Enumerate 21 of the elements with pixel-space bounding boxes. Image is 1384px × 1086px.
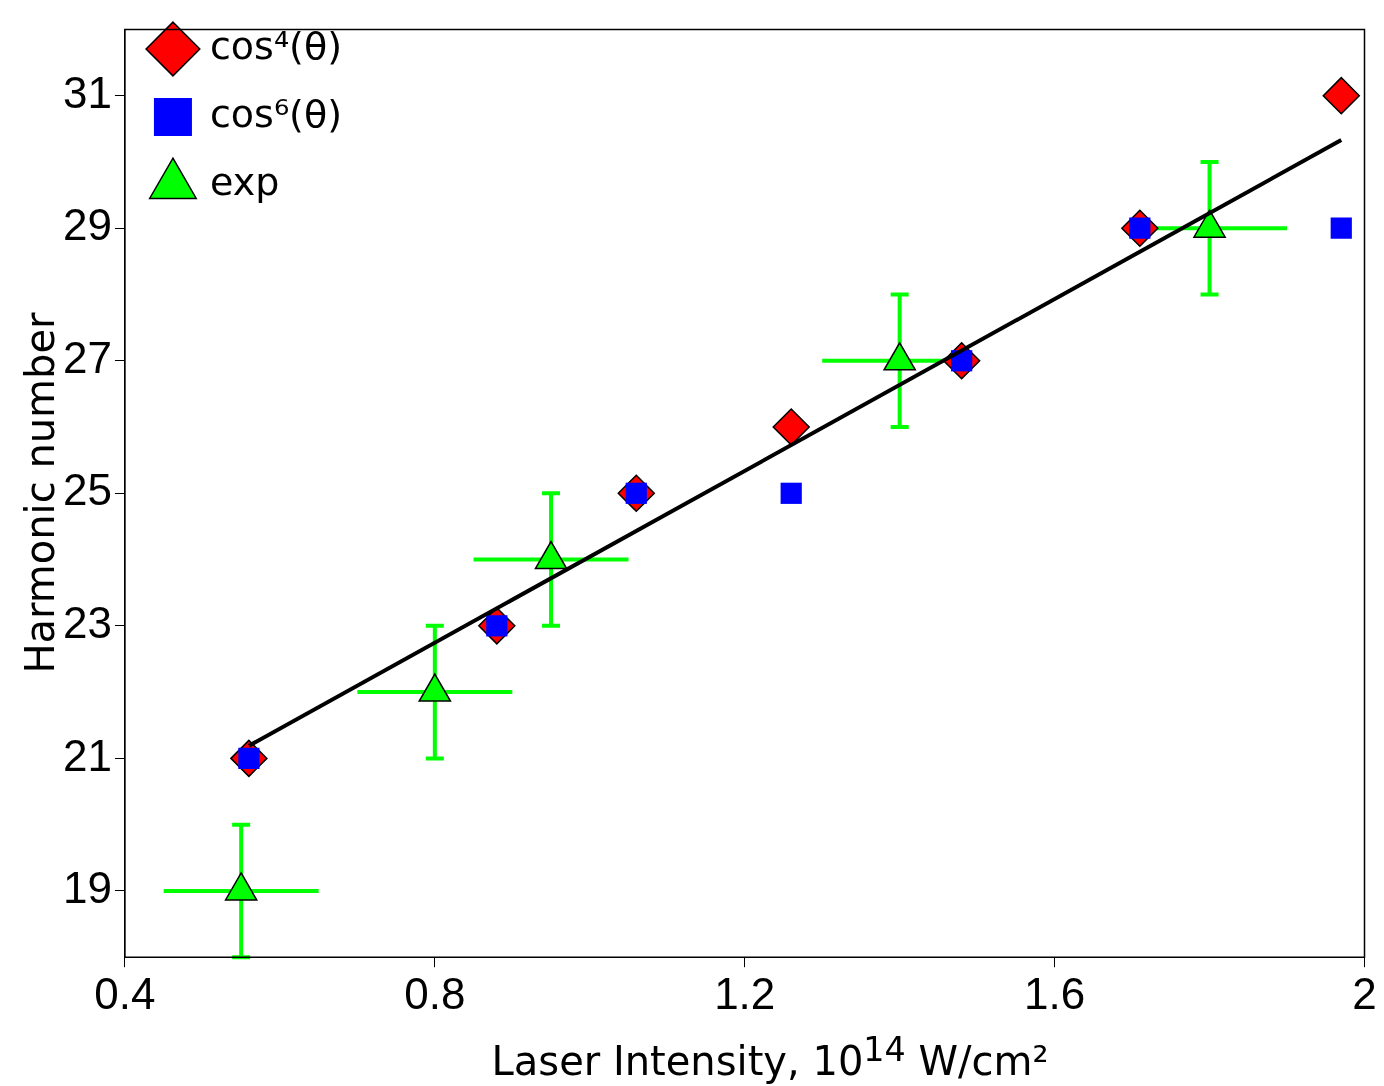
x-tick-label: 0.8 xyxy=(404,968,466,1018)
point xyxy=(772,408,810,446)
y-tick-label: 27 xyxy=(62,332,112,382)
y-tick-label: 19 xyxy=(62,863,112,913)
x-axis-title: Laser Intensity, 10$^{14}$ W/cm² xyxy=(490,1030,1050,1085)
x-tick-label: 0.4 xyxy=(94,968,156,1018)
point xyxy=(1322,76,1361,115)
x-tick-label: 1.2 xyxy=(714,968,776,1018)
y-tick-label: 31 xyxy=(62,67,112,117)
y-tick-label: 25 xyxy=(62,465,112,515)
point xyxy=(1330,217,1352,239)
y-tick-label: 29 xyxy=(62,200,112,250)
legend-label: cos⁴(θ) xyxy=(209,23,343,68)
y-tick-label: 23 xyxy=(62,597,112,647)
point xyxy=(780,482,802,504)
x-tick-label: 1.6 xyxy=(1024,968,1086,1018)
y-axis-title: Harmonic number xyxy=(17,311,63,676)
legend-label: cos⁶(θ) xyxy=(209,91,343,136)
legend-label: exp xyxy=(209,159,280,204)
y-tick-label: 21 xyxy=(62,730,112,780)
x-tick-label: 2 xyxy=(1352,968,1377,1018)
